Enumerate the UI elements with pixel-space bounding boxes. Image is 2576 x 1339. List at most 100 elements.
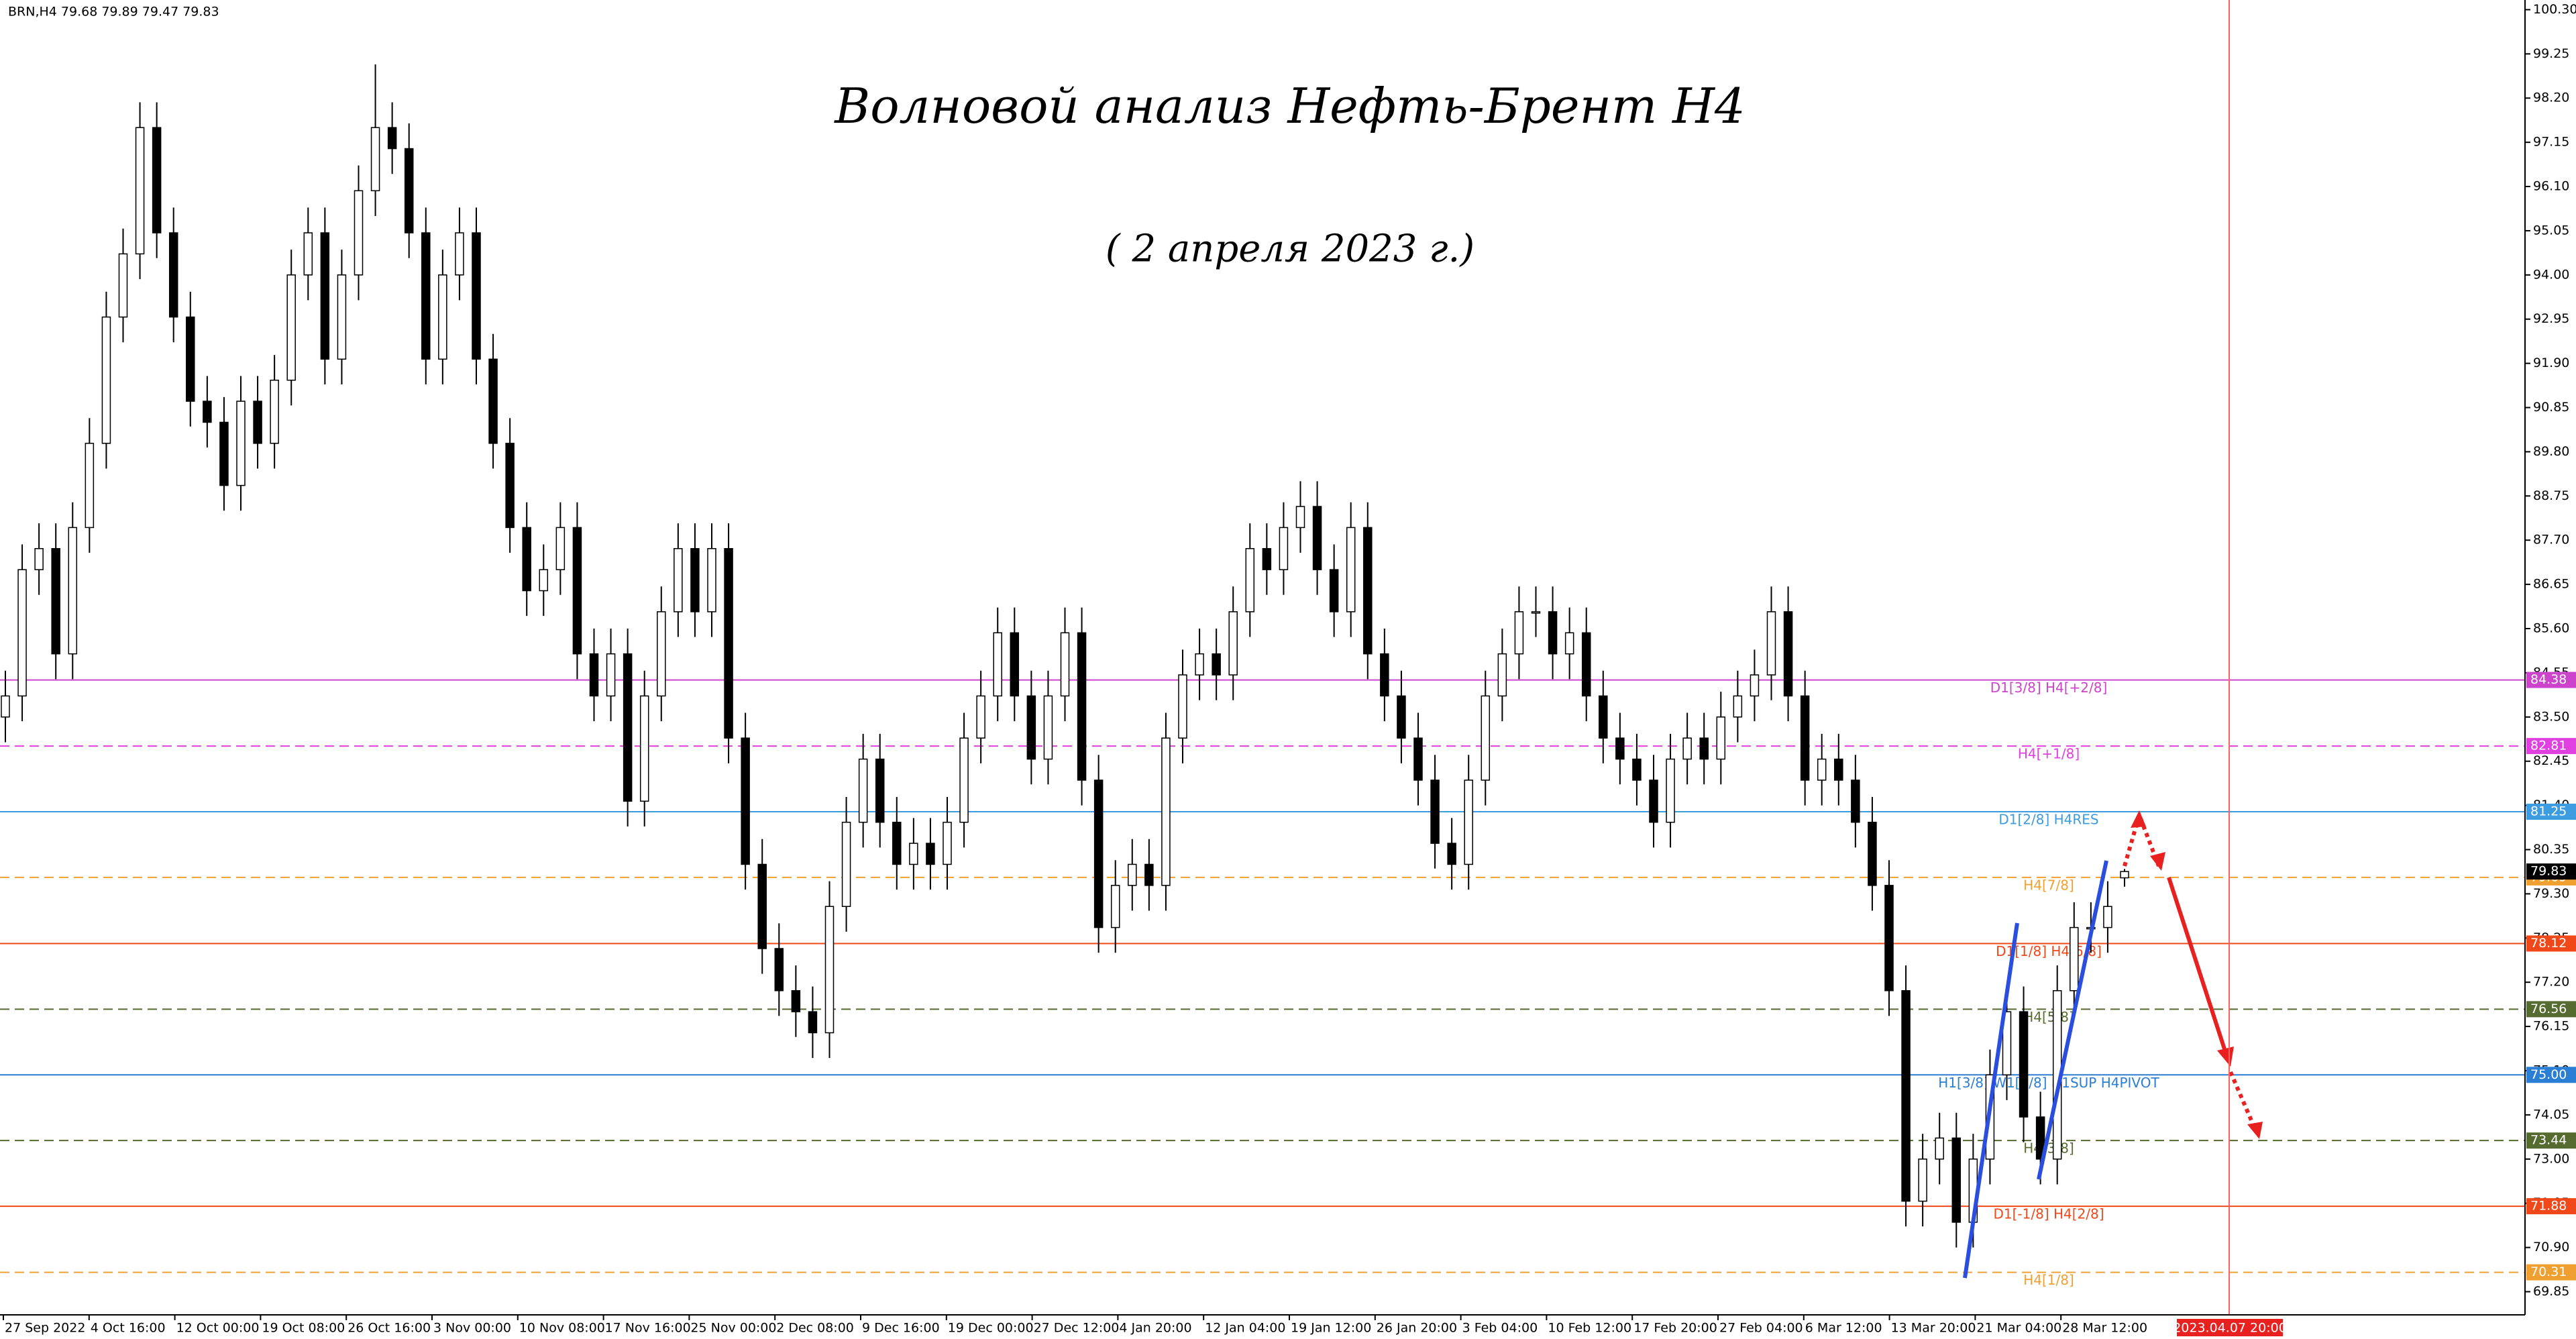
candle-body [1077, 632, 1087, 781]
candle-body [101, 316, 111, 444]
x-tick-label: 3 Feb 04:00 [1462, 1321, 1538, 1336]
y-tick-label: 87.70 [2533, 533, 2569, 547]
candle-body [118, 253, 128, 318]
price-tag [2526, 672, 2576, 688]
y-tick-label: 92.95 [2533, 311, 2569, 326]
x-tick-label: 28 Mar 12:00 [2062, 1321, 2147, 1336]
candles [1, 64, 2129, 1248]
candle-body [1851, 780, 1860, 823]
candle-body [68, 527, 78, 655]
candle-body [1295, 506, 1305, 529]
candle-body [1564, 632, 1574, 655]
candle-body [606, 653, 616, 697]
candle-body [1346, 527, 1356, 612]
candle-body [303, 232, 313, 276]
candle-body [51, 548, 60, 655]
wave-annotations [1963, 808, 2263, 1279]
x-tick-label: 9 Dec 16:00 [862, 1321, 940, 1336]
candle-body [1178, 674, 1187, 739]
candle-body [555, 527, 566, 570]
price-tag-label: 76.56 [2530, 1002, 2567, 1016]
y-tick-label: 79.30 [2533, 886, 2569, 901]
level-label: H4[1/8] [2023, 1272, 2074, 1288]
candle-body [1901, 989, 1911, 1202]
candle-body [1716, 716, 1726, 760]
candle-body [1884, 885, 1894, 992]
y-tick-label: 90.85 [2533, 400, 2569, 415]
candle-body [674, 548, 683, 612]
x-tick-label: 19 Jan 12:00 [1291, 1321, 1371, 1336]
candle-body [203, 400, 212, 423]
candle-body [1093, 780, 1104, 928]
symbol-header: BRN,H4 79.68 79.89 79.47 79.83 [8, 5, 219, 19]
last-price-tag [2526, 863, 2576, 880]
candle-body [1497, 653, 1507, 697]
wave-line [2037, 860, 2108, 1180]
candle-body [1228, 611, 1238, 676]
candle-body [757, 863, 767, 949]
candle-body [1733, 695, 1743, 718]
last-price-label: 79.83 [2530, 864, 2567, 879]
candle-body [1632, 758, 1642, 781]
candle-body [2035, 1116, 2045, 1160]
candle-body [858, 758, 868, 823]
candle-body [1868, 821, 1877, 886]
candle-body [168, 232, 178, 318]
candle-body [1010, 632, 1020, 697]
candle-body [421, 232, 431, 360]
candle-body [909, 843, 918, 865]
candle-body [639, 695, 649, 802]
y-tick-label: 69.85 [2533, 1284, 2569, 1299]
candle-body [2120, 871, 2129, 879]
price-tag-label: 81.25 [2530, 804, 2567, 819]
y-tick-label: 100.30 [2533, 2, 2576, 17]
candle-body [1430, 780, 1440, 844]
price-tag-label: 71.88 [2530, 1199, 2567, 1214]
y-tick-label: 94.00 [2533, 267, 2569, 282]
candle-body [892, 821, 902, 865]
y-tick-label: 97.15 [2533, 135, 2569, 150]
level-label: D1[-1/8] H4[2/8] [1993, 1206, 2104, 1222]
candle-body [993, 632, 1002, 697]
candle-body [387, 127, 397, 150]
y-tick-label: 99.25 [2533, 46, 2569, 61]
candle-body [270, 379, 279, 444]
price-tag-label: 70.31 [2530, 1265, 2567, 1279]
candle-body [707, 548, 716, 612]
axes: 100.30 99.25 98.20 97.15 96.10 95.05 94.00 92.9… [3, 2, 2576, 1336]
arrow-head [2247, 1122, 2263, 1139]
candle-body [824, 906, 835, 1034]
candle-body [1, 695, 10, 718]
candle-body [455, 232, 464, 276]
candle-body [1128, 863, 1137, 886]
candle-body [2002, 1011, 2012, 1076]
arrow-head [2131, 810, 2146, 828]
x-tick-label: 19 Dec 00:00 [948, 1321, 1034, 1336]
candle-body [1649, 780, 1658, 823]
candle-body [1951, 1137, 1962, 1223]
forecast-line [2167, 877, 2228, 1054]
candle-body [1834, 758, 1843, 781]
price-tag [2526, 1132, 2576, 1149]
x-tick-label: 17 Feb 20:00 [1633, 1321, 1717, 1336]
y-tick-label: 80.35 [2533, 842, 2569, 857]
candle-body [724, 548, 733, 739]
x-tick-label: 27 Sep 2022 [5, 1321, 85, 1336]
level-label: D1[3/8] H4[+2/8] [1990, 680, 2108, 696]
price-tag [2526, 1001, 2576, 1018]
candle-body [1514, 611, 1524, 655]
x-tick-label: 12 Jan 04:00 [1205, 1321, 1285, 1336]
y-tick-label: 85.60 [2533, 621, 2569, 636]
candle-body [1666, 758, 1675, 823]
candle-body [1363, 527, 1373, 655]
level-label: H1[3/8] W1[3/8] D1SUP H4PIVOT [1938, 1075, 2159, 1091]
candle-body [135, 127, 145, 255]
candle-body [370, 127, 380, 192]
candle-body [1043, 695, 1053, 760]
candle-body [875, 758, 885, 823]
price-tag [2526, 1067, 2576, 1083]
x-tick-label: 19 Oct 08:00 [262, 1321, 345, 1336]
x-tick-label: 10 Nov 08:00 [519, 1321, 605, 1336]
